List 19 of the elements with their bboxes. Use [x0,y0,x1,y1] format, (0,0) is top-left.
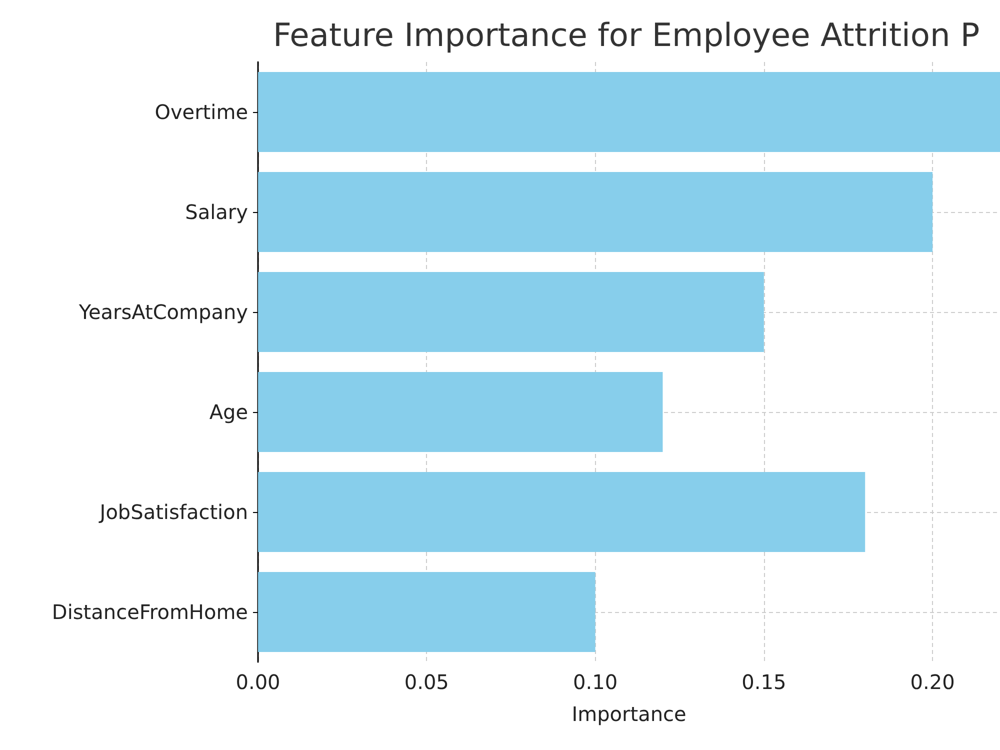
bar [258,472,866,552]
bar [258,272,764,352]
x-tick-label: 0.20 [910,670,955,694]
x-tick-label: 0.15 [742,670,786,694]
chart-title: Feature Importance for Employee Attrition P [273,16,980,54]
x-axis-title: Importance [572,702,686,726]
y-tick-label: DistanceFromHome [52,600,248,624]
bar [258,72,1000,152]
y-tick-label: Overtime [154,100,248,124]
y-tick-label: Age [209,400,248,424]
bar [258,372,663,452]
y-tick-label: JobSatisfaction [98,500,248,524]
y-tick-label: YearsAtCompany [78,300,248,324]
x-tick-label: 0.00 [236,670,280,694]
bar [258,572,596,652]
bar [258,172,933,252]
y-tick-label: Salary [185,200,248,224]
x-tick-label: 0.05 [404,670,449,694]
x-tick-label: 0.10 [573,670,618,694]
